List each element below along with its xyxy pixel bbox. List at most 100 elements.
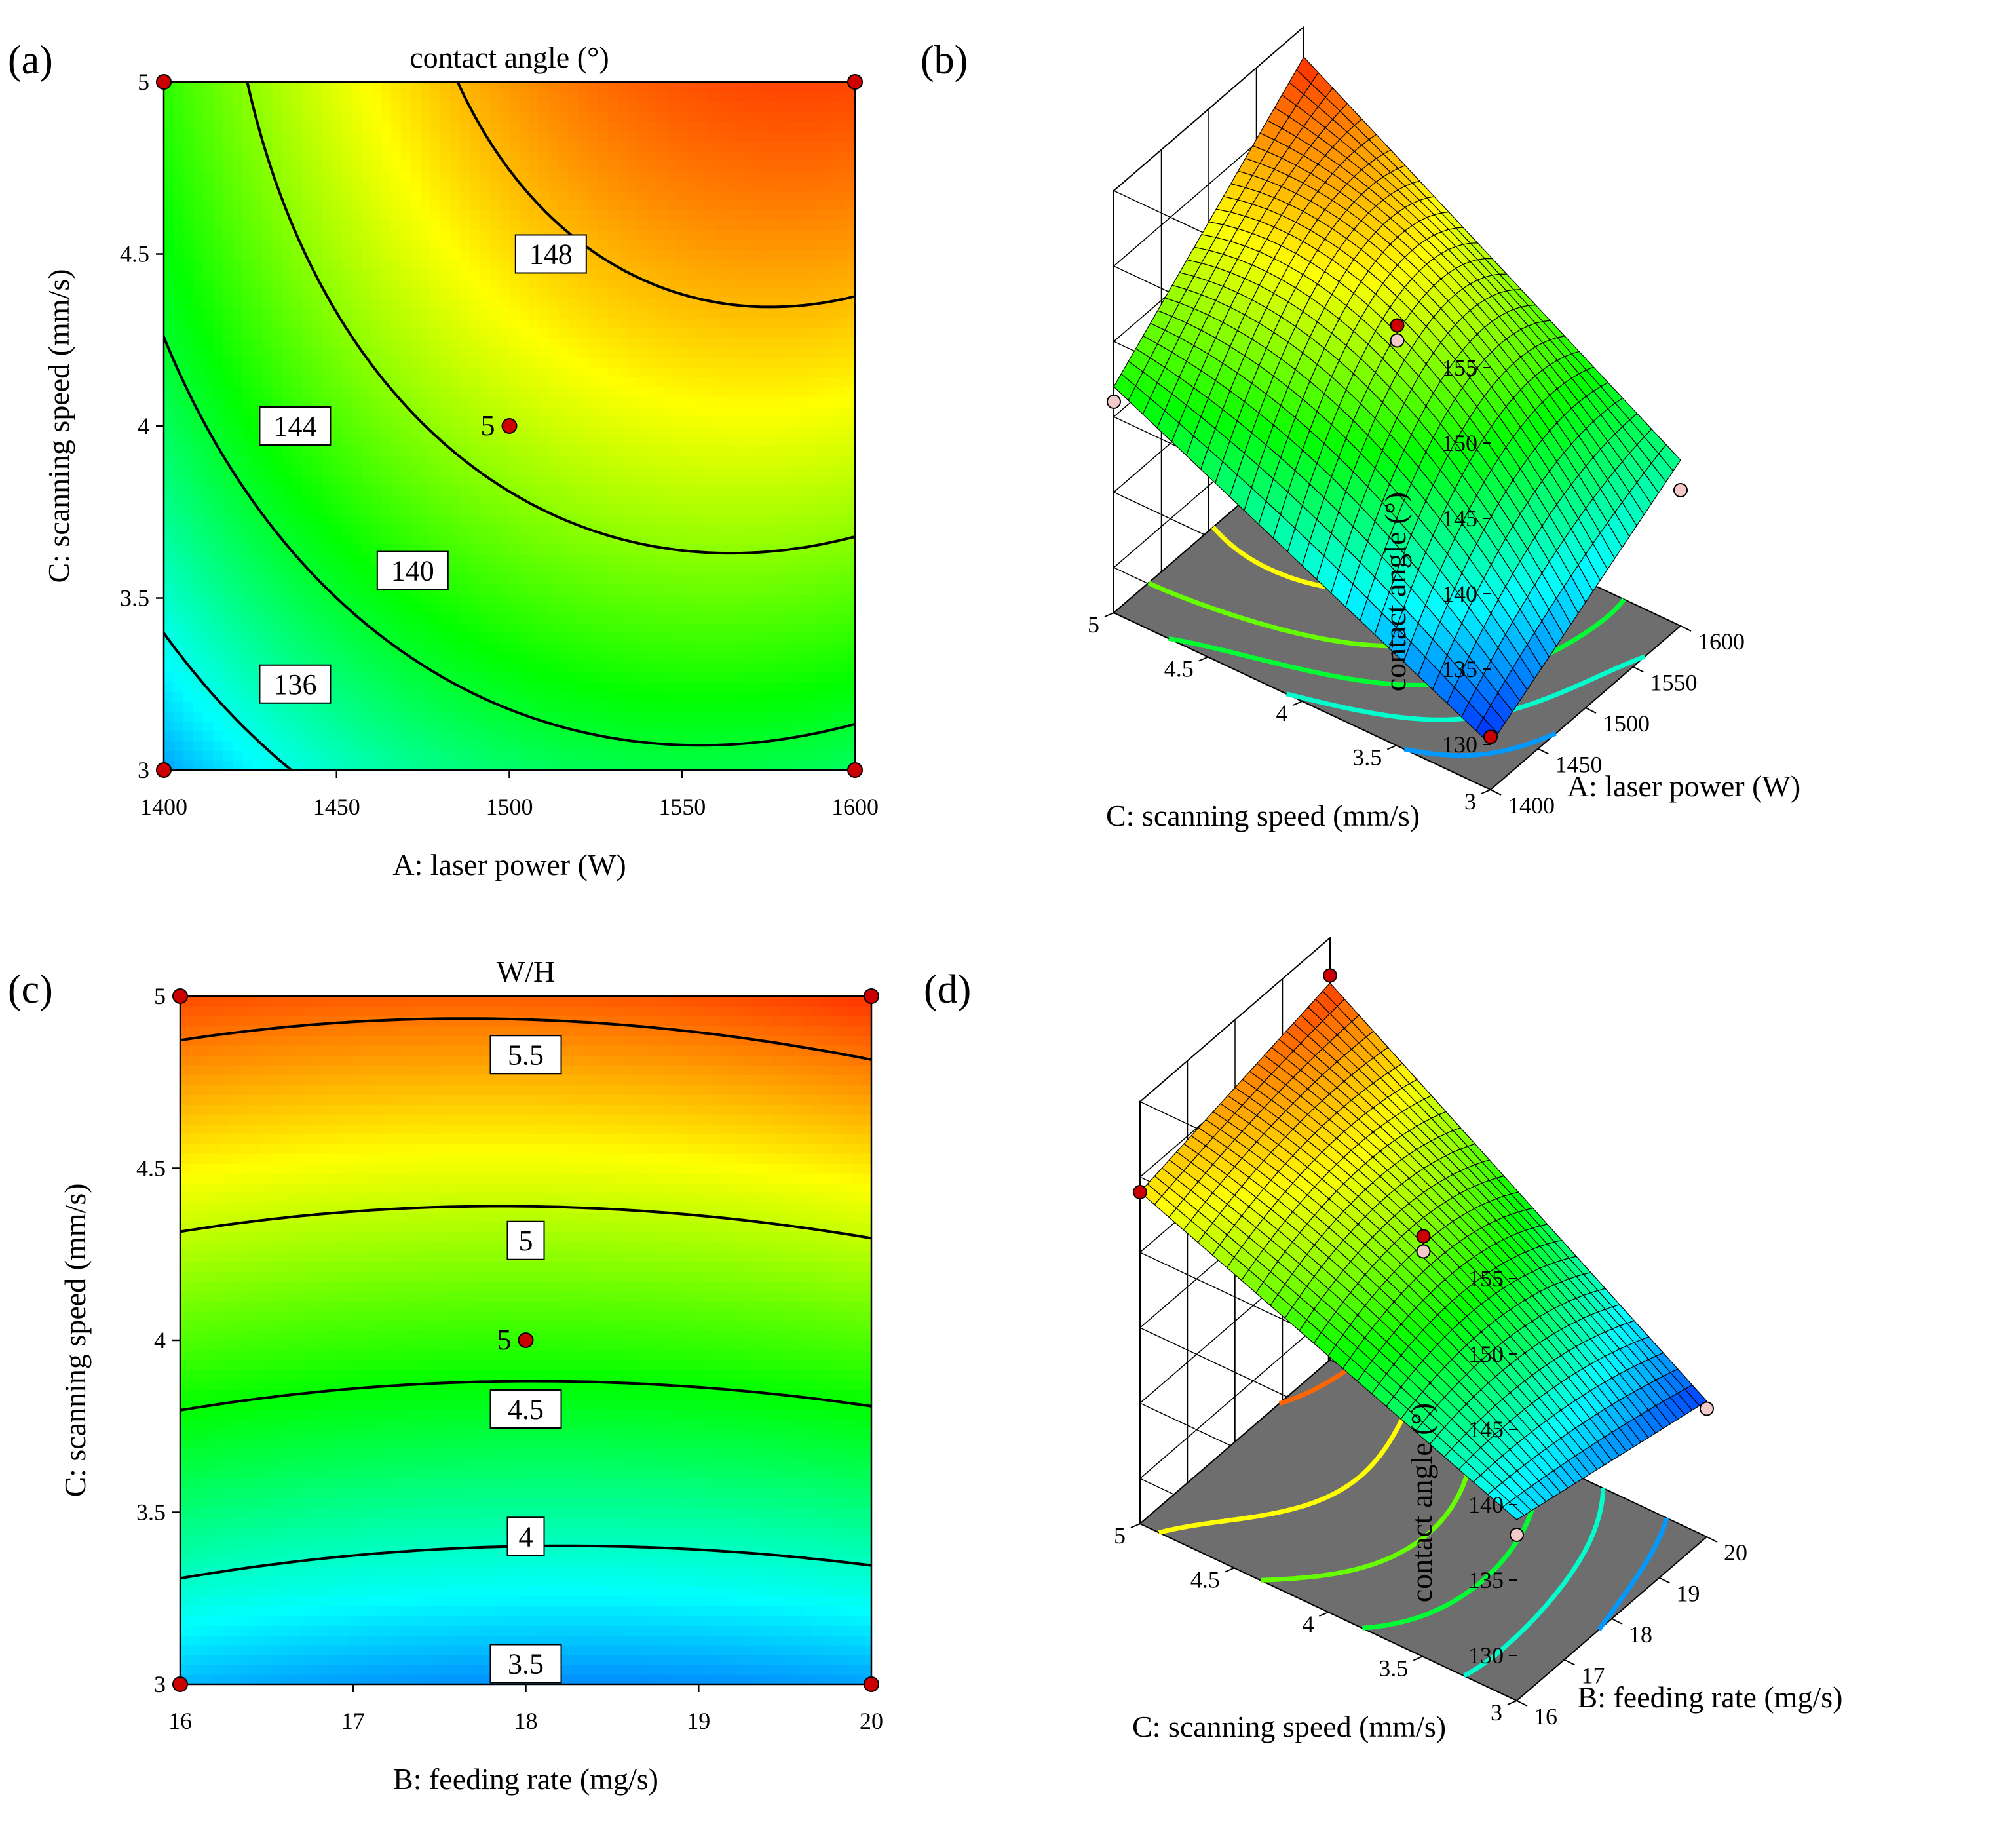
heatmap-cell bbox=[460, 357, 471, 368]
heatmap-cell bbox=[529, 760, 540, 770]
heatmap-cell bbox=[696, 249, 708, 260]
heatmap-cell bbox=[312, 652, 322, 663]
heatmap-cell bbox=[746, 505, 757, 515]
heatmap-cell bbox=[460, 229, 471, 240]
heatmap-cell bbox=[242, 564, 254, 574]
heatmap-cell bbox=[193, 691, 204, 702]
heatmap-cell bbox=[558, 200, 569, 210]
heatmap-cell bbox=[430, 347, 441, 358]
heatmap-cell bbox=[677, 652, 688, 663]
heatmap-cell bbox=[420, 603, 431, 613]
heatmap-cell bbox=[420, 534, 431, 545]
heatmap-cell bbox=[499, 347, 510, 358]
heatmap-cell bbox=[568, 367, 579, 377]
heatmap-cell bbox=[687, 593, 698, 604]
heatmap-cell bbox=[282, 357, 293, 368]
heatmap-cell bbox=[440, 711, 451, 722]
heatmap-cell bbox=[736, 396, 748, 407]
heatmap-cell bbox=[717, 701, 727, 712]
heatmap-cell bbox=[805, 141, 816, 151]
heatmap-cell bbox=[667, 465, 678, 476]
heatmap-cell bbox=[292, 396, 303, 407]
heatmap-cell bbox=[717, 92, 727, 102]
heatmap-cell bbox=[223, 249, 234, 260]
heatmap-cell bbox=[657, 485, 668, 495]
heatmap-cell bbox=[332, 514, 343, 525]
heatmap-cell bbox=[242, 387, 254, 397]
heatmap-cell bbox=[164, 387, 174, 397]
heatmap-cell bbox=[727, 672, 737, 682]
heatmap-cell bbox=[361, 92, 372, 102]
heatmap-cell bbox=[312, 396, 322, 407]
heatmap-cell bbox=[371, 691, 382, 702]
heatmap-cell bbox=[174, 750, 184, 761]
heatmap-cell bbox=[164, 318, 174, 328]
heatmap-cell bbox=[390, 701, 402, 712]
heatmap-cell bbox=[341, 672, 352, 682]
heatmap-cell bbox=[637, 711, 649, 722]
heatmap-cell bbox=[450, 750, 461, 761]
heatmap-cell bbox=[579, 701, 589, 712]
heatmap-cell bbox=[805, 367, 816, 377]
heatmap-cell bbox=[272, 200, 283, 210]
heatmap-cell bbox=[835, 760, 846, 770]
heatmap-cell bbox=[766, 180, 777, 191]
heatmap-cell bbox=[519, 475, 530, 486]
heatmap-cell bbox=[450, 269, 461, 279]
heatmap-cell bbox=[410, 367, 421, 377]
heatmap-cell bbox=[361, 593, 372, 604]
heatmap-cell bbox=[618, 406, 629, 417]
heatmap-cell bbox=[687, 701, 698, 712]
heatmap-cell bbox=[815, 524, 826, 535]
heatmap-cell bbox=[312, 347, 322, 358]
heatmap-cell bbox=[835, 338, 846, 348]
heatmap-cell bbox=[667, 210, 678, 220]
heatmap-cell bbox=[262, 465, 273, 476]
heatmap-cell bbox=[529, 318, 540, 328]
heatmap-cell bbox=[292, 632, 303, 643]
heatmap-cell bbox=[351, 642, 362, 653]
heatmap-cell bbox=[213, 505, 224, 515]
heatmap-cell bbox=[252, 721, 263, 731]
heatmap-cell bbox=[242, 642, 254, 653]
heatmap-cell bbox=[450, 505, 461, 515]
heatmap-cell bbox=[835, 485, 846, 495]
heatmap-cell bbox=[371, 111, 382, 122]
heatmap-cell bbox=[756, 82, 767, 92]
heatmap-cell bbox=[706, 465, 717, 476]
heatmap-cell bbox=[410, 701, 421, 712]
heatmap-cell bbox=[618, 170, 629, 181]
heatmap-cell bbox=[499, 239, 510, 250]
heatmap-cell bbox=[470, 170, 481, 181]
heatmap-cell bbox=[727, 416, 737, 427]
heatmap-cell bbox=[815, 750, 826, 761]
heatmap-cell bbox=[322, 505, 333, 515]
heatmap-cell bbox=[805, 495, 816, 505]
heatmap-cell bbox=[203, 505, 214, 515]
heatmap-cell bbox=[203, 338, 214, 348]
heatmap-cell bbox=[509, 279, 520, 289]
heatmap-cell bbox=[805, 210, 816, 220]
heatmap-cell bbox=[440, 210, 451, 220]
heatmap-cell bbox=[756, 534, 767, 545]
heatmap-cell bbox=[499, 652, 510, 663]
heatmap-cell bbox=[164, 701, 174, 712]
heatmap-cell bbox=[242, 200, 254, 210]
heatmap-cell bbox=[766, 92, 777, 102]
heatmap-cell bbox=[292, 505, 303, 515]
heatmap-cell bbox=[529, 475, 540, 486]
heatmap-cell bbox=[499, 141, 510, 151]
heatmap-cell bbox=[361, 151, 372, 161]
heatmap-cell bbox=[400, 593, 411, 604]
heatmap-cell bbox=[272, 111, 283, 122]
heatmap-cell bbox=[381, 613, 392, 623]
heatmap-cell bbox=[410, 121, 421, 132]
heatmap-cell bbox=[677, 279, 688, 289]
heatmap-cell bbox=[598, 436, 609, 446]
heatmap-cell bbox=[637, 446, 649, 456]
heatmap-cell bbox=[450, 436, 461, 446]
heatmap-cell bbox=[776, 455, 787, 466]
heatmap-cell bbox=[480, 269, 491, 279]
heatmap-cell bbox=[825, 426, 836, 436]
heatmap-cell bbox=[706, 288, 717, 299]
